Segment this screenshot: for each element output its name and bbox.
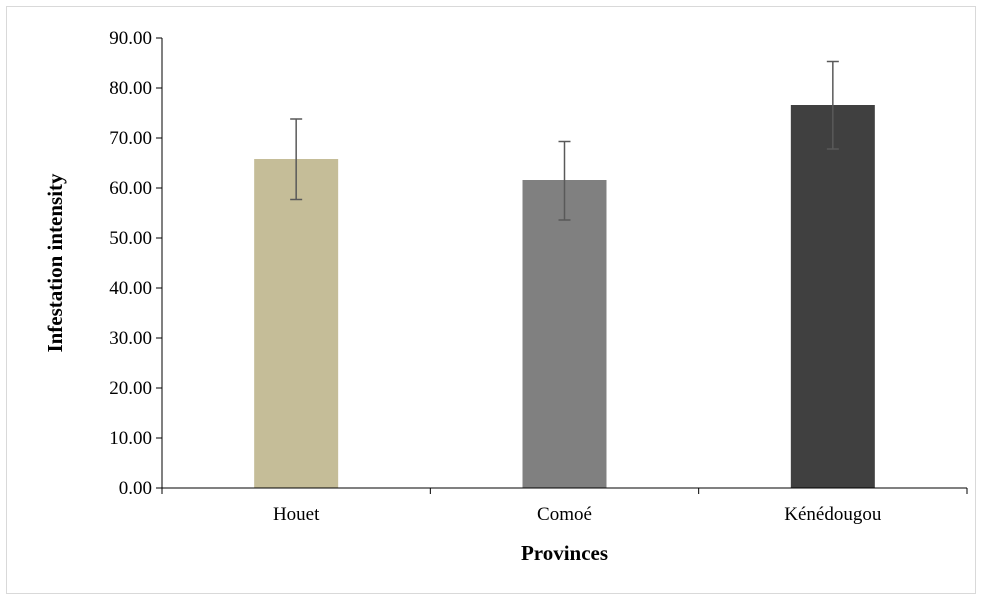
y-tick-label: 80.00 xyxy=(109,78,152,99)
x-axis-ticks: Houet Comoé Kénédougou xyxy=(161,488,968,525)
x-category-label: Houet xyxy=(273,504,320,525)
y-axis-ticks: 0.00 10.00 20.00 30.00 40.00 50.00 60.00 70.00 8… xyxy=(109,28,162,499)
y-tick-label: 10.00 xyxy=(109,428,152,449)
bar-chart: 0.00 10.00 20.00 30.00 40.00 50.00 60.00 70.00 8… xyxy=(43,28,968,565)
bar-2 xyxy=(522,180,607,488)
x-axis-title: Provinces xyxy=(521,541,608,565)
y-tick-label: 60.00 xyxy=(109,178,152,199)
bar-1 xyxy=(254,159,339,488)
y-tick-label: 20.00 xyxy=(109,378,152,399)
y-tick-label: 0.00 xyxy=(119,478,152,499)
y-tick-label: 70.00 xyxy=(109,128,152,149)
y-tick-label: 50.00 xyxy=(109,228,152,249)
y-tick-label: 30.00 xyxy=(109,328,152,349)
y-axis-title: Infestation intensity xyxy=(43,173,67,353)
y-tick-label: 90.00 xyxy=(109,28,152,49)
bar-3 xyxy=(790,105,875,488)
chart-frame: 0.00 10.00 20.00 30.00 40.00 50.00 60.00 70.00 8… xyxy=(6,6,976,594)
y-tick-label: 40.00 xyxy=(109,278,152,299)
x-category-label: Kénédougou xyxy=(784,504,882,525)
bars xyxy=(254,105,875,488)
error-bars xyxy=(290,60,839,221)
x-category-label: Comoé xyxy=(537,504,592,525)
